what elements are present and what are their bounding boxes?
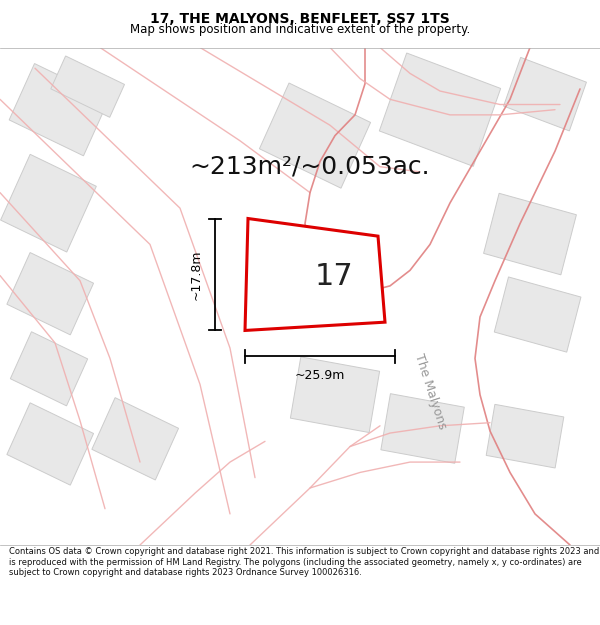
Text: The Malyons: The Malyons [412, 352, 448, 431]
Polygon shape [1, 154, 97, 252]
Polygon shape [494, 277, 581, 352]
Polygon shape [9, 64, 109, 156]
Polygon shape [92, 398, 179, 480]
Polygon shape [290, 357, 380, 432]
Polygon shape [486, 404, 564, 468]
Polygon shape [7, 403, 94, 485]
Polygon shape [259, 83, 371, 188]
Polygon shape [51, 56, 125, 118]
Text: ~213m²/~0.053ac.: ~213m²/~0.053ac. [190, 155, 430, 179]
Text: ~25.9m: ~25.9m [295, 369, 345, 382]
Text: 17: 17 [314, 262, 353, 291]
Text: 17, THE MALYONS, BENFLEET, SS7 1TS: 17, THE MALYONS, BENFLEET, SS7 1TS [150, 12, 450, 26]
Text: Map shows position and indicative extent of the property.: Map shows position and indicative extent… [130, 22, 470, 36]
Polygon shape [379, 53, 500, 166]
Text: Contains OS data © Crown copyright and database right 2021. This information is : Contains OS data © Crown copyright and d… [9, 548, 599, 578]
Polygon shape [7, 253, 94, 335]
Polygon shape [503, 58, 586, 131]
Polygon shape [484, 193, 577, 275]
Polygon shape [10, 332, 88, 406]
Polygon shape [381, 394, 464, 463]
Text: ~17.8m: ~17.8m [190, 249, 203, 300]
Polygon shape [245, 219, 385, 331]
